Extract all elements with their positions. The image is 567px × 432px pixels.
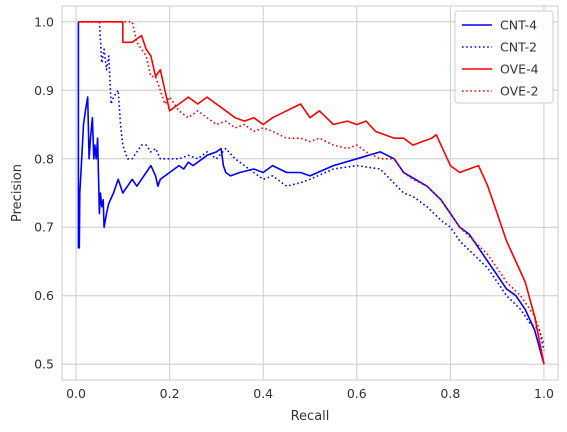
series-line-cnt-2	[78, 20, 545, 351]
x-tick-label: 1.0	[534, 386, 554, 401]
series-line-ove-2	[78, 20, 545, 344]
x-tick-label: 0.4	[253, 386, 273, 401]
series-line-cnt-4	[77, 21, 545, 365]
legend-box	[454, 10, 554, 104]
series-line-ove-4	[78, 20, 545, 365]
x-tick-label: 0.2	[160, 386, 180, 401]
x-tick-label: 0.8	[440, 386, 460, 401]
y-tick-label: 0.5	[34, 357, 54, 372]
legend-label-cnt-4: CNT-4	[500, 18, 537, 33]
y-tick-label: 0.7	[34, 220, 54, 235]
y-tick-label: 0.8	[34, 151, 54, 166]
legend-label-cnt-2: CNT-2	[500, 40, 537, 55]
x-tick-labels: 0.0 0.2 0.4 0.6 0.8 1.0	[66, 386, 554, 401]
y-tick-labels: 0.5 0.6 0.7 0.8 0.9 1.0	[34, 14, 54, 371]
legend-label-ove-2: OVE-2	[500, 84, 539, 99]
x-tick-label: 0.6	[347, 386, 367, 401]
legend: CNT-4 CNT-2 OVE-4 OVE-2	[454, 10, 554, 104]
y-tick-label: 0.9	[34, 83, 54, 98]
x-tick-label: 0.0	[66, 386, 86, 401]
y-axis-label: Precision	[10, 164, 25, 222]
x-axis-label: Recall	[291, 409, 330, 424]
legend-label-ove-4: OVE-4	[500, 62, 539, 77]
series-lines	[77, 20, 545, 365]
y-tick-label: 0.6	[34, 288, 54, 303]
y-tick-label: 1.0	[34, 14, 54, 29]
plot-frame	[61, 5, 559, 381]
